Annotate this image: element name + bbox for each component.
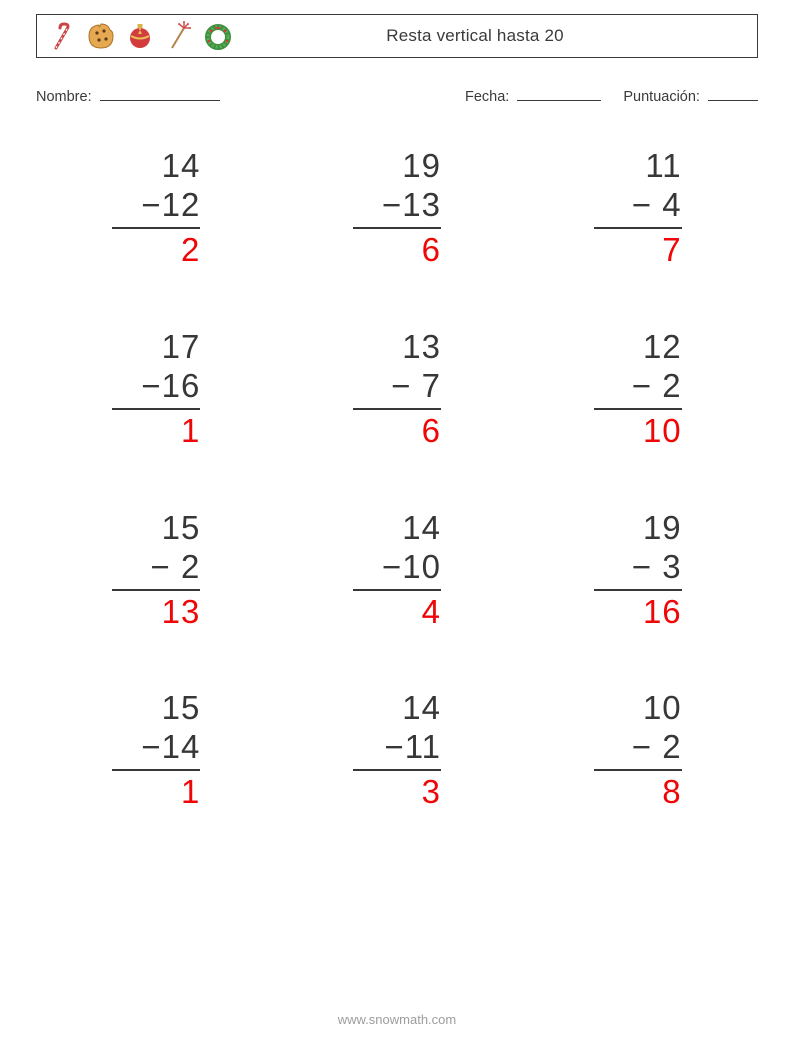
header-box: Resta vertical hasta 20 bbox=[36, 14, 758, 58]
score-field: Puntuación: bbox=[623, 86, 758, 105]
ornament-icon bbox=[125, 21, 155, 51]
subtrahend: − 7 bbox=[353, 367, 441, 410]
date-line[interactable] bbox=[517, 86, 601, 101]
subtrahend: −10 bbox=[353, 548, 441, 591]
minuend: 11 bbox=[594, 147, 682, 186]
answer: 8 bbox=[594, 771, 682, 812]
minuend: 15 bbox=[112, 689, 200, 728]
minuend: 12 bbox=[594, 328, 682, 367]
name-field: Nombre: bbox=[36, 86, 465, 105]
footer: www.snowmath.com bbox=[0, 1012, 794, 1027]
problem: 13 − 7 6 bbox=[277, 328, 518, 451]
subtrahend: −14 bbox=[112, 728, 200, 771]
problem: 17 −16 1 bbox=[36, 328, 277, 451]
subtrahend: −16 bbox=[112, 367, 200, 410]
problem: 11 − 4 7 bbox=[517, 147, 758, 270]
worksheet-page: Resta vertical hasta 20 Nombre: Fecha: P… bbox=[0, 0, 794, 1053]
answer: 1 bbox=[112, 410, 200, 451]
minuend: 17 bbox=[112, 328, 200, 367]
cookie-icon bbox=[86, 21, 116, 51]
wreath-icon bbox=[203, 21, 233, 51]
answer: 13 bbox=[112, 591, 200, 632]
subtrahend: −11 bbox=[353, 728, 441, 771]
score-label: Puntuación: bbox=[623, 89, 700, 105]
score-line[interactable] bbox=[708, 86, 758, 101]
worksheet-title: Resta vertical hasta 20 bbox=[233, 26, 747, 46]
answer: 4 bbox=[353, 591, 441, 632]
problem: 14 −12 2 bbox=[36, 147, 277, 270]
footer-link[interactable]: www.snowmath.com bbox=[338, 1012, 456, 1027]
subtrahend: − 2 bbox=[112, 548, 200, 591]
minuend: 19 bbox=[594, 509, 682, 548]
subtrahend: − 4 bbox=[594, 186, 682, 229]
info-row: Nombre: Fecha: Puntuación: bbox=[36, 86, 758, 105]
problem: 10 − 2 8 bbox=[517, 689, 758, 812]
subtrahend: −13 bbox=[353, 186, 441, 229]
firework-icon bbox=[164, 21, 194, 51]
minuend: 14 bbox=[112, 147, 200, 186]
subtrahend: − 2 bbox=[594, 728, 682, 771]
minuend: 15 bbox=[112, 509, 200, 548]
problem: 19 − 3 16 bbox=[517, 509, 758, 632]
answer: 6 bbox=[353, 229, 441, 270]
problem: 15 −14 1 bbox=[36, 689, 277, 812]
answer: 10 bbox=[594, 410, 682, 451]
minuend: 14 bbox=[353, 689, 441, 728]
answer: 6 bbox=[353, 410, 441, 451]
answer: 3 bbox=[353, 771, 441, 812]
subtrahend: −12 bbox=[112, 186, 200, 229]
problem: 14 −11 3 bbox=[277, 689, 518, 812]
minuend: 13 bbox=[353, 328, 441, 367]
candy-cane-icon bbox=[47, 21, 77, 51]
answer: 1 bbox=[112, 771, 200, 812]
problem: 15 − 2 13 bbox=[36, 509, 277, 632]
answer: 16 bbox=[594, 591, 682, 632]
date-label: Fecha: bbox=[465, 89, 509, 105]
minuend: 19 bbox=[353, 147, 441, 186]
problem: 14 −10 4 bbox=[277, 509, 518, 632]
name-line[interactable] bbox=[100, 86, 220, 101]
answer: 2 bbox=[112, 229, 200, 270]
answer: 7 bbox=[594, 229, 682, 270]
subtrahend: − 2 bbox=[594, 367, 682, 410]
problem: 19 −13 6 bbox=[277, 147, 518, 270]
problem: 12 − 2 10 bbox=[517, 328, 758, 451]
date-field: Fecha: bbox=[465, 86, 601, 105]
minuend: 14 bbox=[353, 509, 441, 548]
minuend: 10 bbox=[594, 689, 682, 728]
problems-grid: 14 −12 2 19 −13 6 11 − 4 7 17 −16 1 13 −… bbox=[36, 147, 758, 812]
name-label: Nombre: bbox=[36, 89, 92, 105]
subtrahend: − 3 bbox=[594, 548, 682, 591]
header-icons bbox=[47, 21, 233, 51]
